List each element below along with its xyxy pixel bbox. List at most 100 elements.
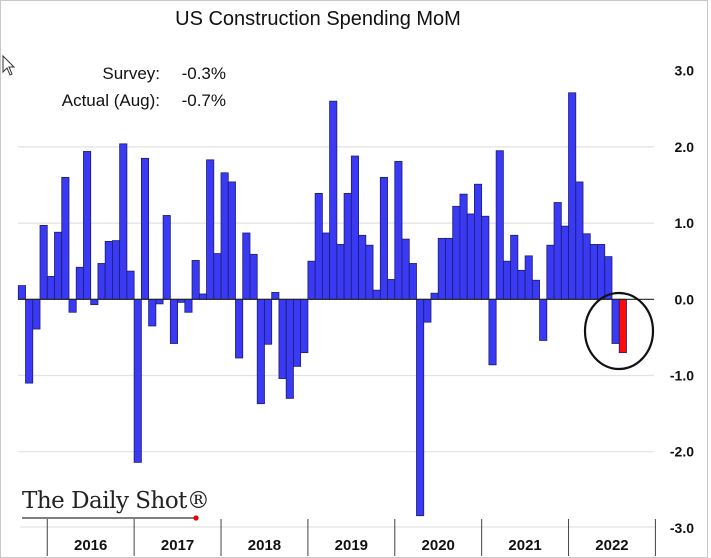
- bar: [474, 183, 483, 300]
- bar: [206, 159, 215, 300]
- bar: [329, 100, 338, 300]
- bar: [104, 240, 113, 300]
- bar: [235, 298, 244, 359]
- survey-value: -0.3%: [182, 64, 226, 83]
- x-year-label: 2016: [74, 537, 107, 554]
- bar: [459, 193, 468, 300]
- bar: [220, 172, 229, 300]
- bar: [155, 298, 164, 305]
- bar: [372, 289, 381, 300]
- bar: [510, 234, 519, 300]
- bar: [140, 157, 150, 300]
- bar: [568, 92, 577, 300]
- bar: [112, 240, 121, 300]
- x-year-label: 2021: [508, 537, 541, 554]
- bar: [25, 298, 34, 384]
- highlight-circle: [583, 291, 655, 371]
- bar: [517, 269, 526, 300]
- bar: [423, 298, 432, 323]
- bar: [546, 244, 555, 300]
- bar: [307, 260, 316, 300]
- bar: [575, 181, 584, 300]
- bar: [343, 192, 352, 300]
- bar: [285, 298, 294, 399]
- bar: [68, 298, 77, 313]
- bar: [358, 234, 367, 300]
- actual-value: -0.7%: [182, 91, 226, 110]
- bar: [17, 285, 26, 300]
- bar: [531, 279, 540, 300]
- bar: [539, 298, 548, 341]
- bar: [589, 244, 598, 300]
- bar: [293, 298, 302, 367]
- bar: [148, 298, 157, 327]
- bar: [271, 292, 280, 300]
- bar: [83, 151, 92, 300]
- bar: [39, 224, 48, 300]
- bar: [242, 232, 251, 300]
- bar: [430, 292, 439, 300]
- y-tick-label: 0.0: [675, 291, 695, 307]
- bar-latest-actual: [618, 298, 627, 354]
- bar: [278, 298, 287, 379]
- bar: [213, 253, 222, 300]
- x-year-label: 2022: [595, 537, 628, 554]
- bar: [387, 279, 396, 300]
- x-year-label: 2018: [248, 537, 281, 554]
- bar: [54, 231, 63, 300]
- y-tick-label: 3.0: [675, 63, 695, 79]
- chart-title: US Construction Spending MoM: [175, 8, 461, 30]
- survey-label: Survey:: [102, 64, 160, 83]
- y-tick-label: -2.0: [670, 444, 694, 460]
- bar: [365, 244, 374, 300]
- bar: [321, 232, 331, 300]
- bar: [524, 255, 533, 300]
- bar: [300, 298, 309, 354]
- bar: [488, 298, 497, 366]
- bar: [126, 270, 135, 300]
- bar: [264, 298, 273, 345]
- bar: [502, 260, 512, 300]
- bar: [597, 244, 606, 300]
- bar: [379, 176, 388, 300]
- x-year-label: 2019: [335, 537, 368, 554]
- bar: [350, 155, 359, 300]
- bar: [336, 244, 345, 300]
- bar: [75, 266, 84, 300]
- daily-shot-logo: The Daily Shot®: [22, 488, 210, 521]
- bar: [249, 253, 258, 300]
- bar: [162, 215, 171, 300]
- x-year-label: 2020: [422, 537, 455, 554]
- bar: [495, 150, 504, 300]
- x-year-label: 2017: [161, 537, 194, 554]
- y-tick-label: 2.0: [675, 139, 695, 155]
- bar: [133, 298, 142, 463]
- bar: [394, 160, 403, 300]
- bar: [416, 298, 425, 517]
- bar: [481, 215, 490, 300]
- bar: [452, 205, 461, 300]
- bar: [184, 298, 193, 313]
- bar: [227, 181, 236, 300]
- bar: [119, 143, 128, 300]
- bar: [445, 237, 454, 300]
- bar: [582, 233, 591, 300]
- bar: [553, 202, 562, 300]
- bar: [169, 298, 178, 344]
- cursor-icon: [2, 54, 16, 76]
- bar: [97, 263, 106, 300]
- actual-label: Actual (Aug):: [62, 91, 160, 110]
- bar: [401, 238, 410, 300]
- bar: [61, 176, 70, 300]
- logo-text: The Daily Shot®: [22, 488, 209, 514]
- bar: [191, 260, 200, 300]
- y-tick-label: -1.0: [670, 368, 694, 384]
- bar: [611, 298, 620, 344]
- bar: [198, 293, 207, 300]
- bar: [90, 298, 99, 306]
- bar: [32, 298, 41, 330]
- bar: [46, 276, 55, 300]
- bar: [314, 192, 323, 300]
